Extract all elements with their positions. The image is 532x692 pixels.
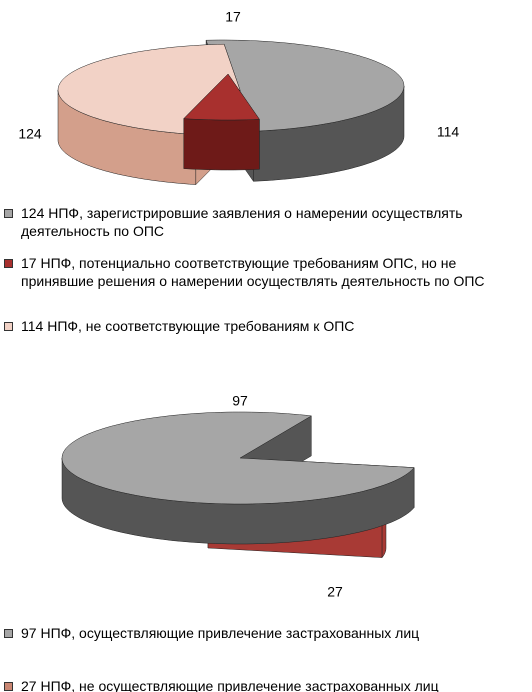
legend-item: 124 НПФ, зарегистрировшие заявления о на… bbox=[4, 204, 509, 240]
legend-marker bbox=[4, 322, 13, 331]
legend-item: 114 НПФ, не соответствующие требованиям … bbox=[4, 317, 509, 335]
legend-item: 27 НПФ, не осуществляющие привлечение за… bbox=[4, 677, 509, 692]
legend-item: 17 НПФ, потенциально соответствующие тре… bbox=[4, 254, 509, 290]
legend-marker bbox=[4, 259, 13, 268]
slice-top bbox=[183, 73, 260, 121]
data-label: 17 bbox=[225, 9, 241, 25]
data-label: 27 bbox=[327, 584, 343, 600]
legend-marker bbox=[4, 629, 13, 638]
legend-text: 97 НПФ, осуществляющие привлечение застр… bbox=[21, 625, 420, 641]
slice-side bbox=[183, 118, 260, 171]
legend-item: 97 НПФ, осуществляющие привлечение застр… bbox=[4, 624, 509, 642]
slice-top bbox=[61, 411, 415, 505]
slice-top bbox=[205, 39, 405, 132]
legend-marker bbox=[4, 209, 13, 218]
legend-text: 114 НПФ, не соответствующие требованиям … bbox=[21, 318, 355, 334]
legend-text: 124 НПФ, зарегистрировшие заявления о на… bbox=[21, 205, 463, 239]
data-label: 114 bbox=[437, 124, 460, 140]
legend-text: 27 НПФ, не осуществляющие привлечение за… bbox=[21, 678, 439, 692]
legend-text: 17 НПФ, потенциально соответствующие тре… bbox=[21, 255, 485, 289]
data-label: 97 bbox=[232, 393, 248, 409]
data-label: 124 bbox=[18, 126, 42, 142]
legend-marker bbox=[4, 682, 13, 691]
